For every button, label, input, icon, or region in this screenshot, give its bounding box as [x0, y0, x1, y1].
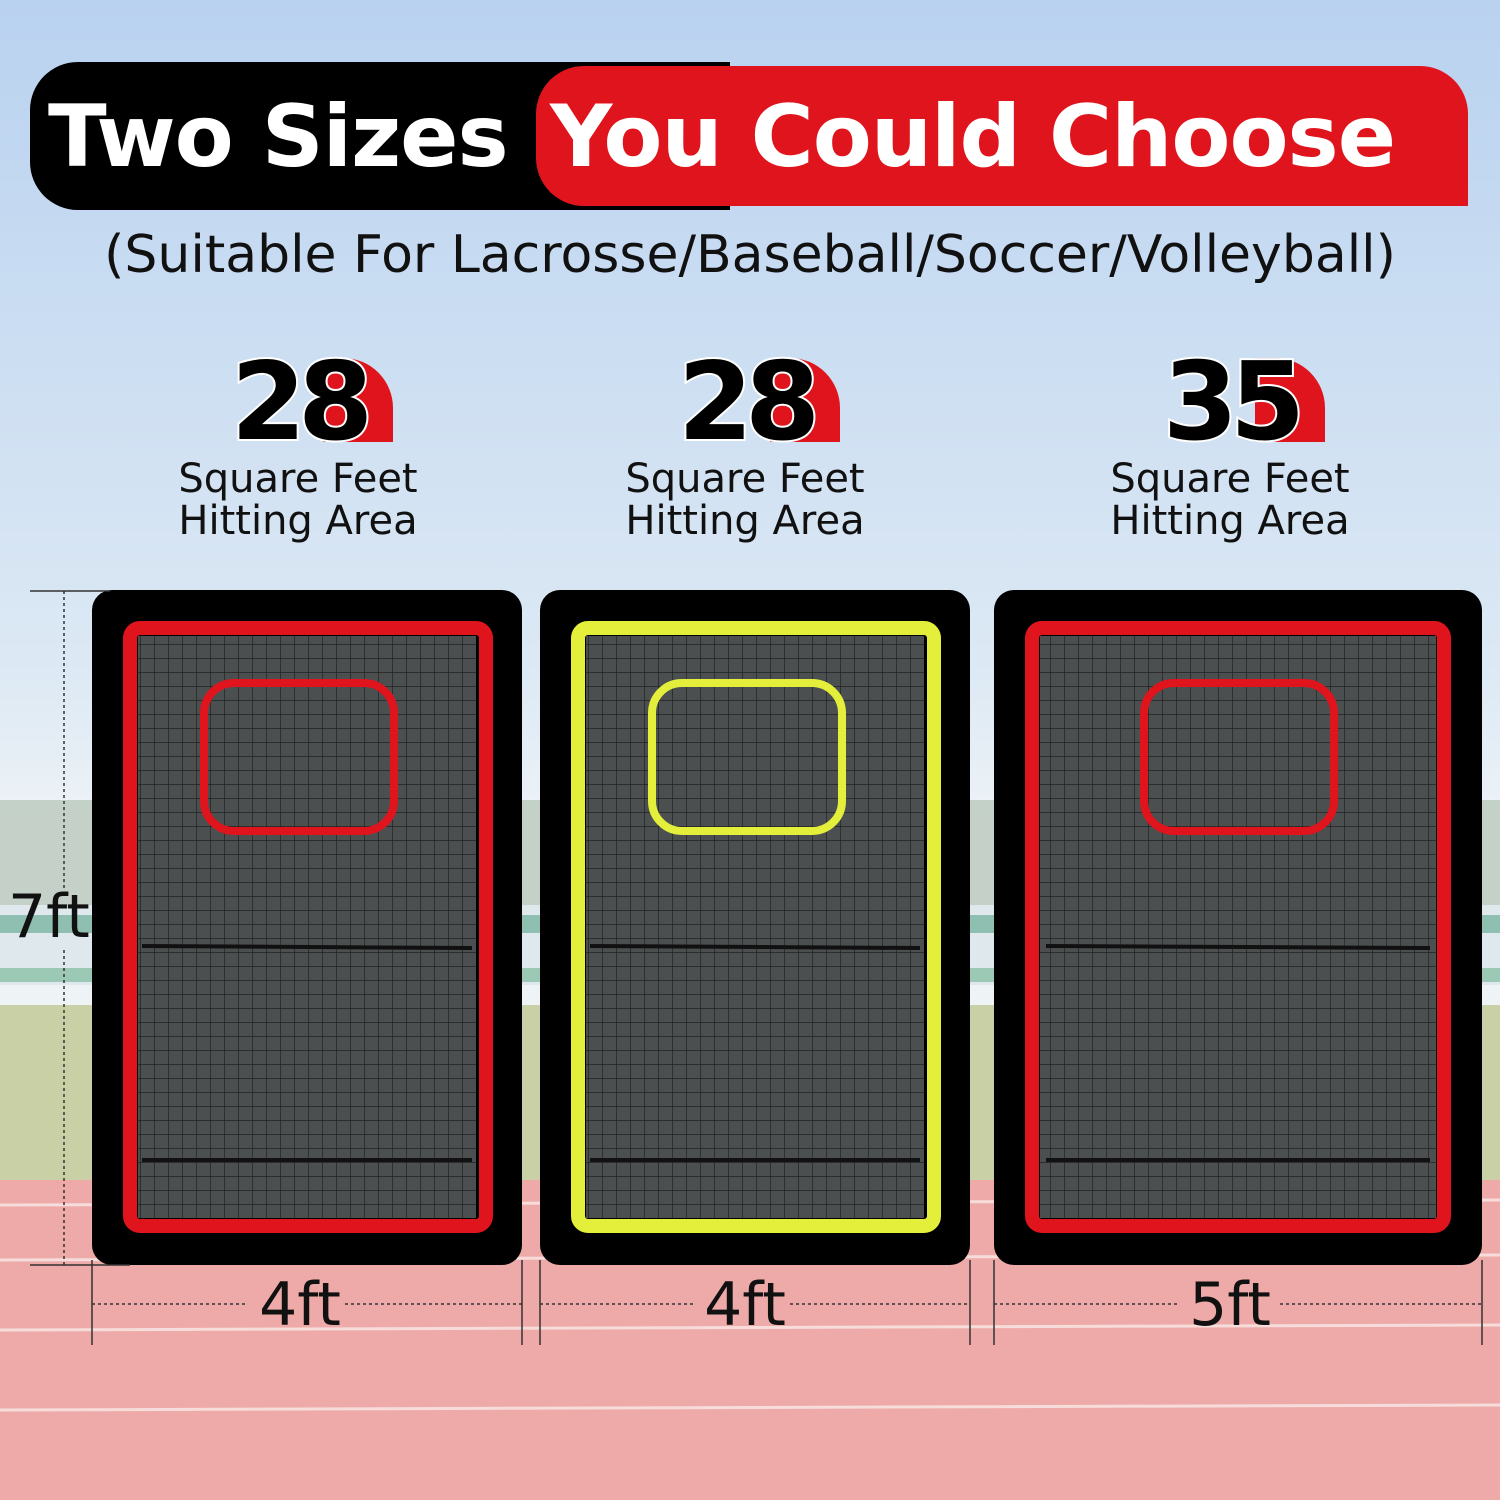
area-label-line2: Hitting Area — [178, 498, 418, 544]
header-subtitle: (Suitable For Lacrosse/Baseball/Soccer/V… — [104, 225, 1396, 285]
net-1 — [92, 590, 522, 1265]
area-label-line1: Square Feet — [178, 456, 418, 502]
width-label-2: 4ft — [704, 1270, 786, 1340]
net-2 — [540, 590, 970, 1265]
area-number: 28 — [229, 340, 375, 465]
area-number: 35 — [1161, 340, 1307, 465]
size-info-3: 35 Square Feet Hitting Area — [1050, 340, 1410, 544]
size-info-2: 28 Square Feet Hitting Area — [565, 340, 925, 544]
area-label-line2: Hitting Area — [625, 498, 865, 544]
header-title-right: You Could Choose — [550, 87, 1396, 187]
area-label-line1: Square Feet — [625, 456, 865, 502]
area-number: 28 — [676, 340, 822, 465]
width-label-1: 4ft — [259, 1270, 341, 1340]
area-label-line1: Square Feet — [1110, 456, 1350, 502]
size-info-1: 28 Square Feet Hitting Area — [118, 340, 478, 544]
header-red-banner — [536, 66, 1468, 206]
area-label-line2: Hitting Area — [1110, 498, 1350, 544]
header-title-left: Two Sizes — [48, 87, 509, 187]
height-label: 7ft — [8, 882, 90, 952]
width-label-3: 5ft — [1189, 1270, 1271, 1340]
net-3 — [994, 590, 1482, 1265]
